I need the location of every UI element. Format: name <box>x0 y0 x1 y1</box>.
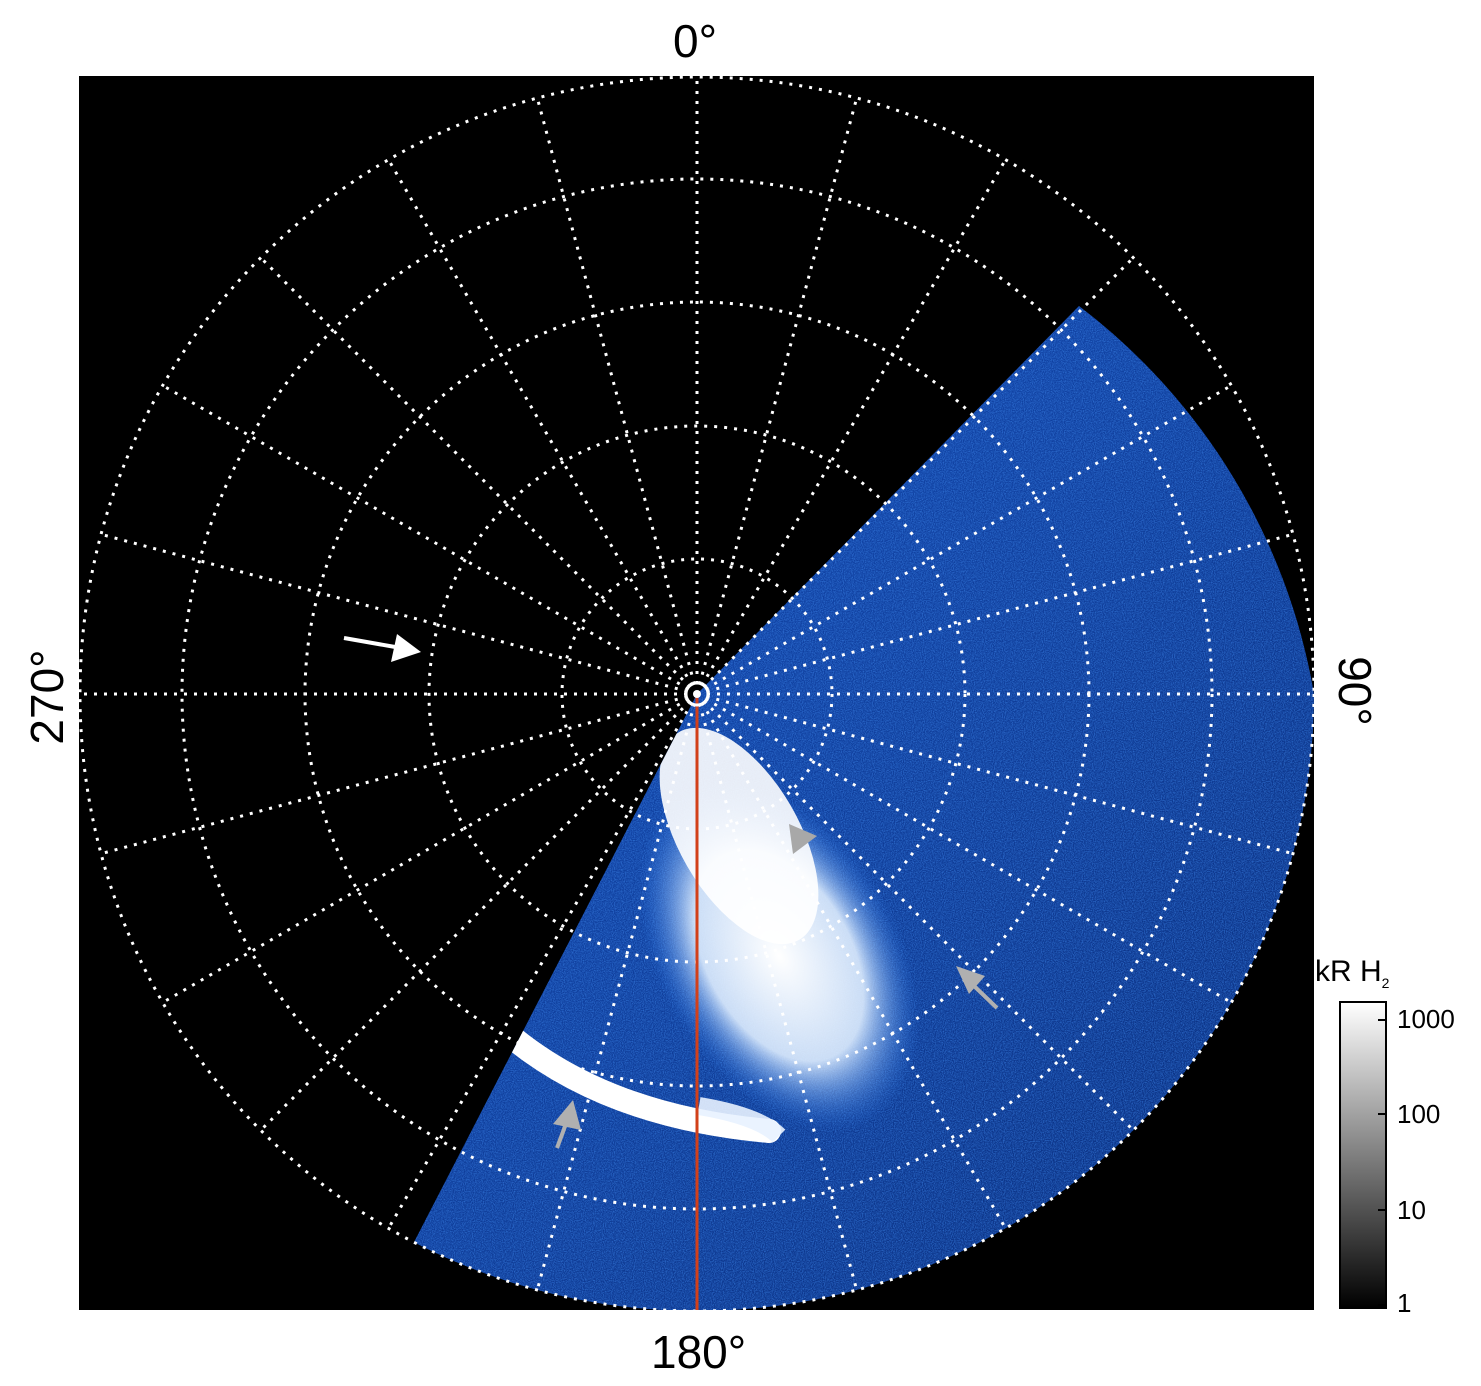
label-270-degrees: 270° <box>21 649 73 745</box>
grid-spoke <box>161 692 698 1004</box>
colorbar-tick-1000: 1000 <box>1397 1004 1455 1034</box>
grid-spoke <box>387 158 699 695</box>
grid-spoke <box>259 256 699 696</box>
polar-grid <box>79 76 1314 1310</box>
grid-spoke <box>100 692 698 856</box>
label-90-degrees: 90° <box>1329 656 1381 726</box>
grid-spoke <box>535 693 699 1291</box>
grid-spoke <box>695 692 1135 1132</box>
grid-spoke <box>695 693 1007 1230</box>
grid-spoke <box>100 532 698 696</box>
colorbar-tick-100: 100 <box>1397 1099 1441 1129</box>
grid-spoke <box>259 692 699 1132</box>
grid-spoke <box>696 692 1233 1004</box>
grid-spoke <box>696 532 1294 696</box>
colorbar-title: kR H2 <box>1315 955 1390 991</box>
gray-arrowhead-upper <box>789 824 817 854</box>
grid-spoke <box>695 693 859 1291</box>
colorbar-tick-1: 1 <box>1397 1288 1412 1318</box>
gray-arrow-right <box>956 966 999 1010</box>
grid-spoke <box>387 693 699 1230</box>
grid-spoke <box>695 158 1007 695</box>
grid-spoke <box>535 97 699 695</box>
label-180-degrees: 180° <box>651 1326 747 1378</box>
colorbar-tick-10: 10 <box>1397 1195 1426 1225</box>
grid-spoke <box>161 384 698 696</box>
white-arrow <box>343 634 421 662</box>
grid-spoke <box>695 256 1135 696</box>
grid-spoke <box>696 692 1294 856</box>
polar-aurora-image <box>79 76 1314 1310</box>
pole-marker <box>684 681 710 707</box>
gray-arrow-lower <box>553 1100 581 1149</box>
label-0-degrees: 0° <box>673 15 717 67</box>
grid-spoke <box>695 97 859 695</box>
colorbar <box>1339 1001 1387 1309</box>
grid-spoke <box>696 384 1233 696</box>
